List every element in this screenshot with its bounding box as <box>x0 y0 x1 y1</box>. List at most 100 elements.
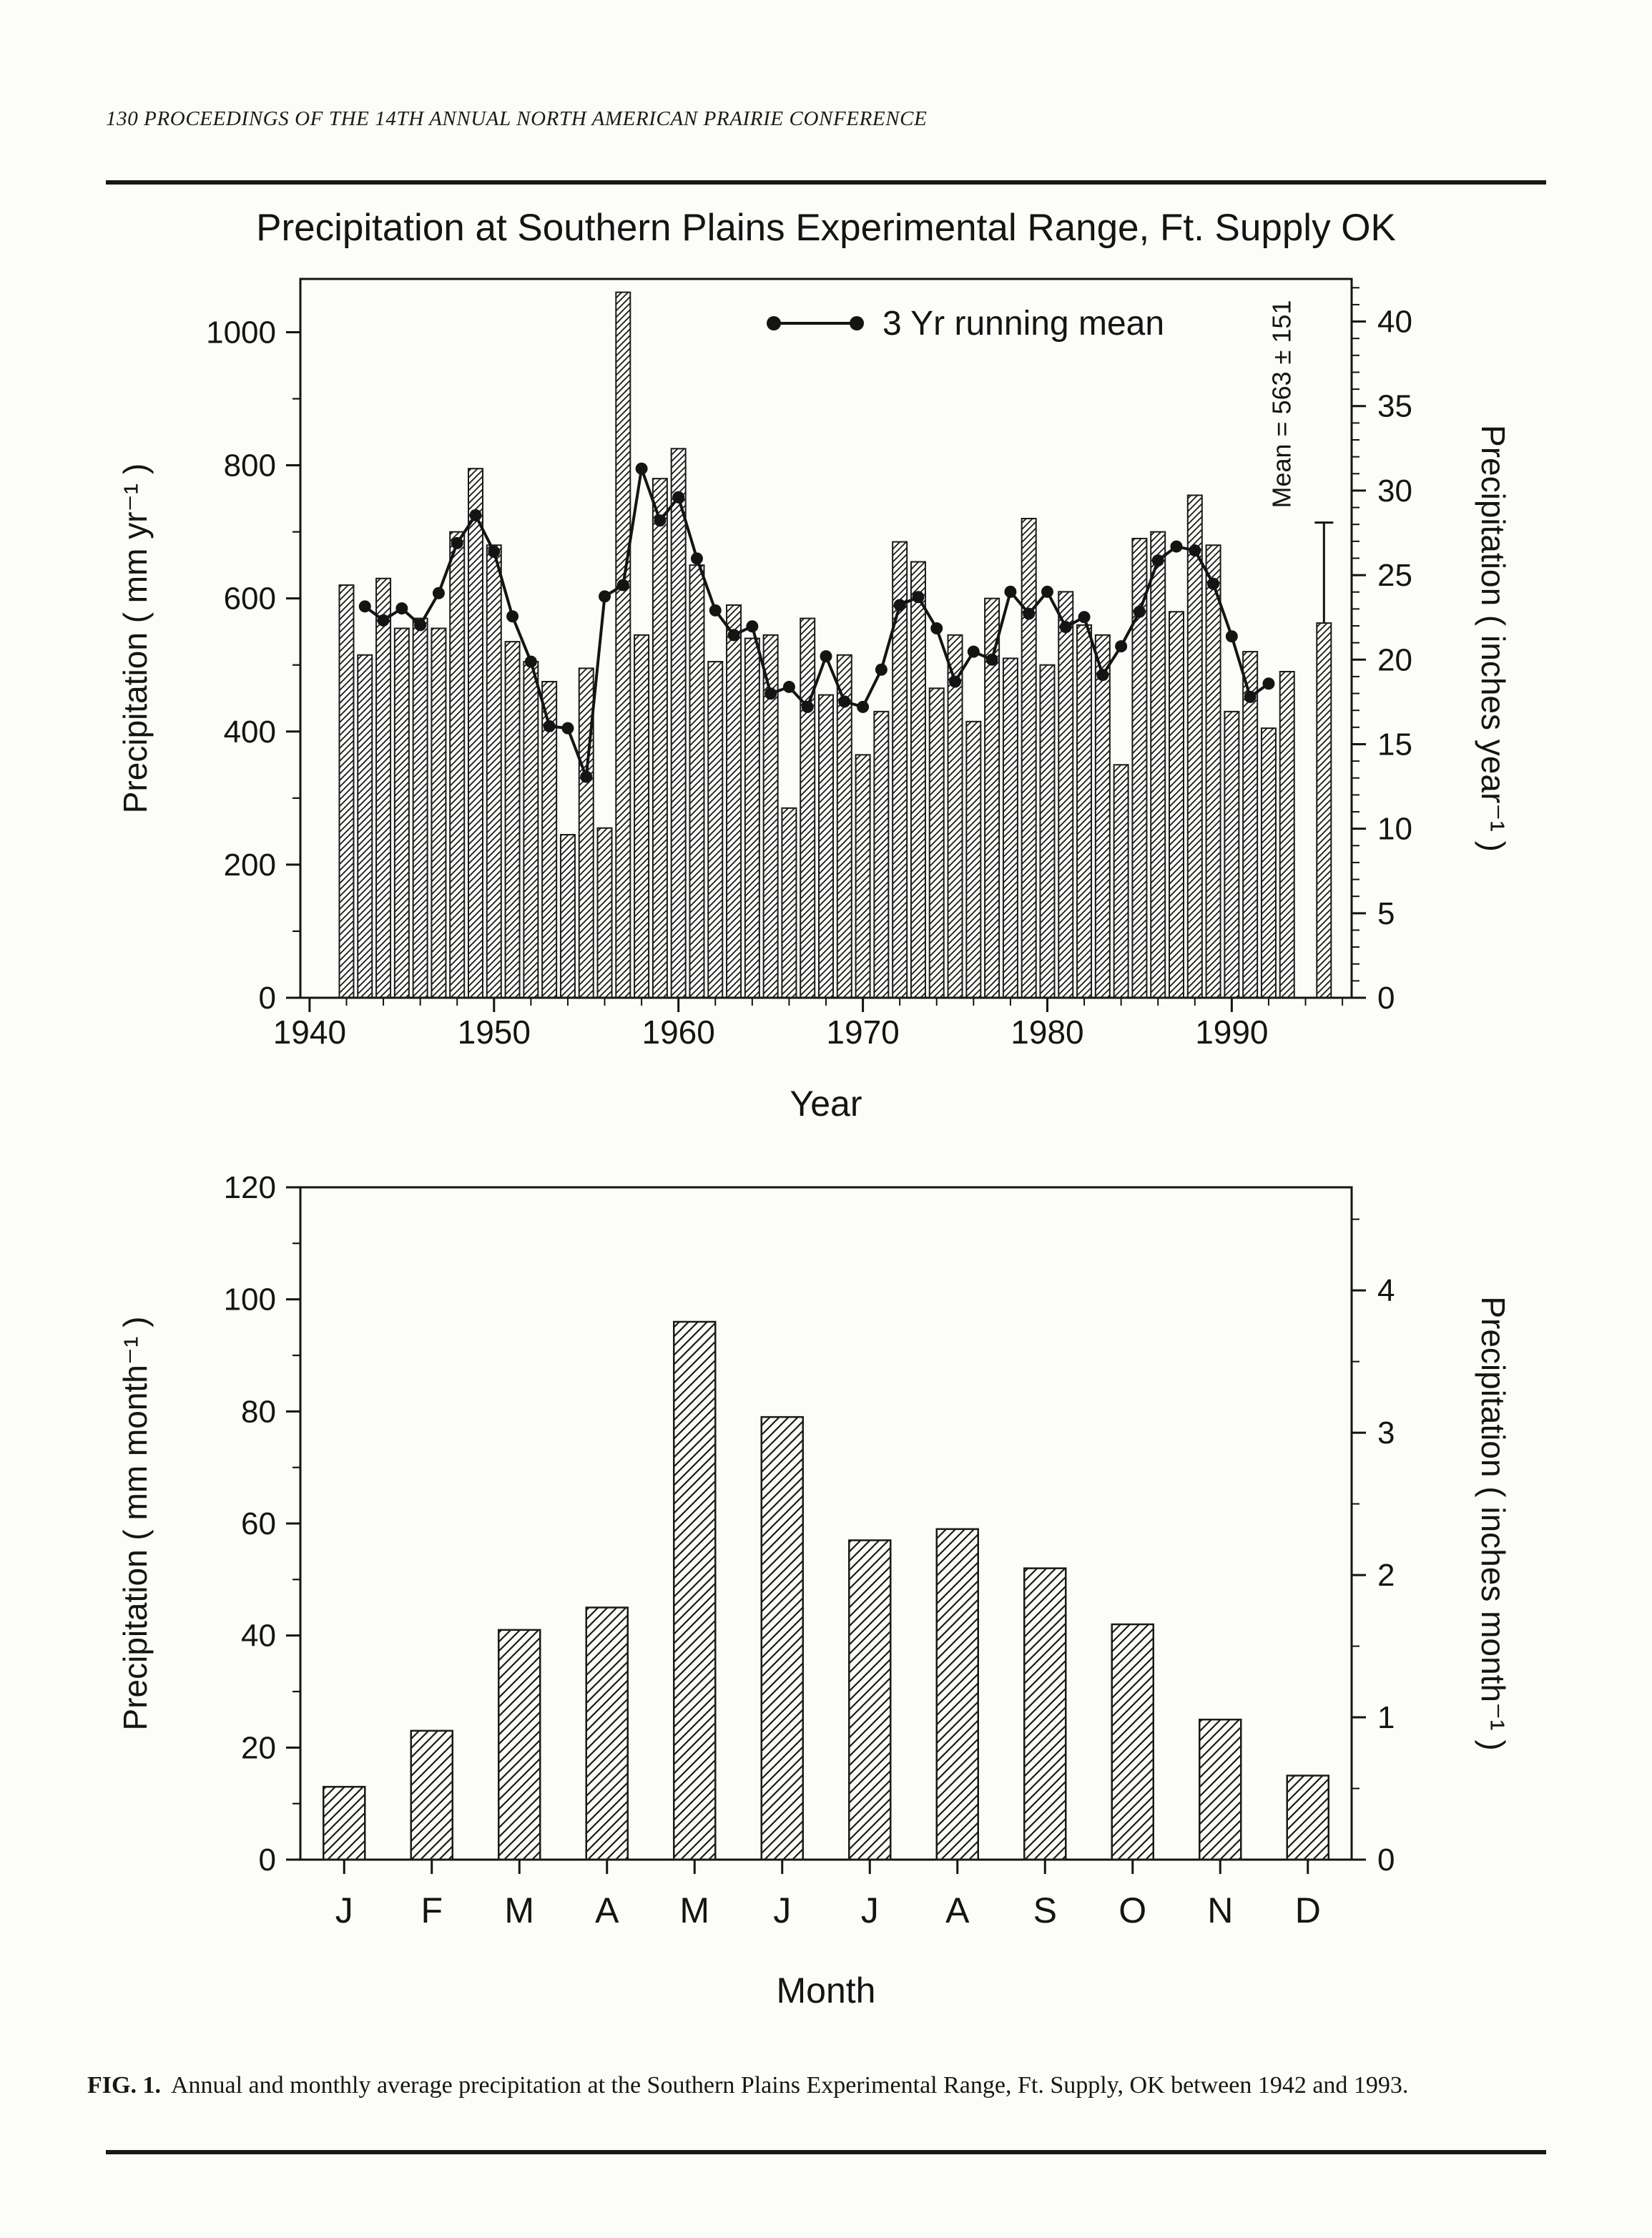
year-bar <box>965 720 982 998</box>
y-axis-label-right: Precipitation ( inches month⁻¹ ) <box>1475 1296 1512 1750</box>
year-bar <box>375 577 392 998</box>
running-mean-point <box>1225 630 1238 643</box>
month-bar <box>1199 1718 1242 1861</box>
running-mean-point <box>1189 544 1201 557</box>
month-bar <box>673 1320 717 1861</box>
year-bar <box>670 448 687 998</box>
svg-text:0: 0 <box>1377 1842 1395 1878</box>
running-mean-point <box>930 622 943 635</box>
month-tick-label: N <box>1207 1890 1233 1930</box>
year-bar <box>1224 710 1240 998</box>
svg-text:1960: 1960 <box>642 1014 715 1051</box>
running-mean-point <box>764 687 777 700</box>
running-mean-point <box>1133 605 1146 618</box>
svg-text:40: 40 <box>1377 305 1412 340</box>
monthly-precipitation-chart: 0 20 40 60 80 100 120 0 1 2 3 4 J F M A M J J A S O N D Precipit… <box>117 1170 1512 2011</box>
year-bar <box>873 710 890 998</box>
running-mean-point <box>377 614 390 627</box>
month-bar <box>848 1539 892 1861</box>
running-mean-point <box>506 610 519 623</box>
legend: 3 Yr running mean <box>767 305 1164 343</box>
year-bar <box>1002 657 1018 999</box>
running-mean-point <box>488 546 501 559</box>
annual-bars <box>338 291 1295 999</box>
month-bar <box>410 1729 453 1861</box>
running-mean-point <box>561 722 574 735</box>
svg-text:1970: 1970 <box>826 1014 899 1051</box>
svg-text:0: 0 <box>259 981 276 1016</box>
svg-text:1990: 1990 <box>1195 1014 1268 1051</box>
running-mean-point <box>782 680 795 693</box>
svg-text:400: 400 <box>224 715 276 750</box>
year-bar <box>449 531 466 999</box>
running-mean-point <box>432 587 445 599</box>
running-mean-point <box>985 653 998 666</box>
year-bar <box>1260 727 1277 998</box>
svg-text:0: 0 <box>259 1842 276 1878</box>
figure-caption-text: Annual and monthly average precipitation… <box>170 2072 1409 2099</box>
running-mean-point <box>672 491 685 504</box>
running-mean-point <box>746 620 759 633</box>
svg-text:1940: 1940 <box>273 1014 346 1051</box>
svg-text:4: 4 <box>1377 1273 1395 1308</box>
running-mean-point <box>616 579 629 592</box>
year-bar <box>338 584 355 998</box>
year-bar <box>800 617 816 998</box>
year-bar <box>1058 591 1074 999</box>
year-bar <box>541 680 558 998</box>
svg-text:60: 60 <box>241 1506 276 1541</box>
month-tick-label: J <box>335 1890 353 1930</box>
svg-text:3: 3 <box>1377 1415 1395 1451</box>
y-axis-label-right: Precipitation ( inches year⁻¹ ) <box>1475 425 1512 852</box>
month-bar <box>1111 1623 1154 1861</box>
year-bar <box>1131 537 1148 998</box>
year-bar <box>818 694 834 998</box>
year-bar <box>1186 494 1203 998</box>
month-tick-label: M <box>679 1890 709 1930</box>
running-mean-point <box>1151 554 1164 567</box>
axes: 0 20 40 60 80 100 120 0 1 2 3 4 J F M A M J J A S O N D <box>224 1170 1395 1930</box>
svg-text:80: 80 <box>241 1394 276 1429</box>
running-mean-point <box>893 599 906 612</box>
svg-text:200: 200 <box>224 848 276 883</box>
svg-text:35: 35 <box>1377 389 1412 424</box>
running-mean-point <box>838 695 851 708</box>
svg-text:1000: 1000 <box>206 315 276 350</box>
month-tick-label: O <box>1118 1890 1146 1930</box>
month-tick-label: A <box>595 1890 619 1930</box>
running-mean-point <box>949 675 962 688</box>
chart-title: Precipitation at Southern Plains Experim… <box>256 207 1396 249</box>
axes: 0 200 400 600 800 1000 0 5 10 15 20 25 30 35 40 1940 195… <box>206 287 1412 1051</box>
legend-label: 3 Yr running mean <box>882 305 1164 343</box>
running-mean-point <box>1262 677 1275 690</box>
running-mean-point <box>469 509 482 521</box>
running-mean-point <box>709 604 722 617</box>
svg-text:30: 30 <box>1377 473 1412 509</box>
running-mean-point <box>1096 669 1109 682</box>
svg-text:20: 20 <box>1377 642 1412 677</box>
year-bar <box>726 604 742 998</box>
year-bar <box>1113 764 1129 998</box>
running-mean-point <box>820 650 832 663</box>
year-bar <box>762 634 779 998</box>
year-bar <box>634 634 650 998</box>
running-mean-point <box>801 700 814 713</box>
svg-text:20: 20 <box>241 1730 276 1765</box>
year-bar <box>615 291 631 999</box>
month-tick-label: J <box>861 1890 879 1930</box>
x-axis-label: Year <box>790 1084 862 1124</box>
monthly-bars <box>323 1320 1329 1861</box>
year-bar <box>1076 624 1093 998</box>
svg-text:10: 10 <box>1377 812 1412 847</box>
running-mean-point <box>395 602 408 615</box>
svg-text:1: 1 <box>1377 1700 1395 1735</box>
month-tick-label: A <box>945 1890 970 1930</box>
month-tick-label: J <box>773 1890 791 1930</box>
figure-caption: FIG. 1. Annual and monthly average precip… <box>87 2068 1482 2103</box>
running-mean-point <box>1115 640 1128 653</box>
mean-annotation: Mean = 563 ± 151 <box>1267 300 1296 509</box>
year-bar <box>984 597 1000 998</box>
year-bar <box>855 754 871 998</box>
year-bar <box>1279 671 1295 998</box>
running-mean-point <box>1207 577 1220 590</box>
